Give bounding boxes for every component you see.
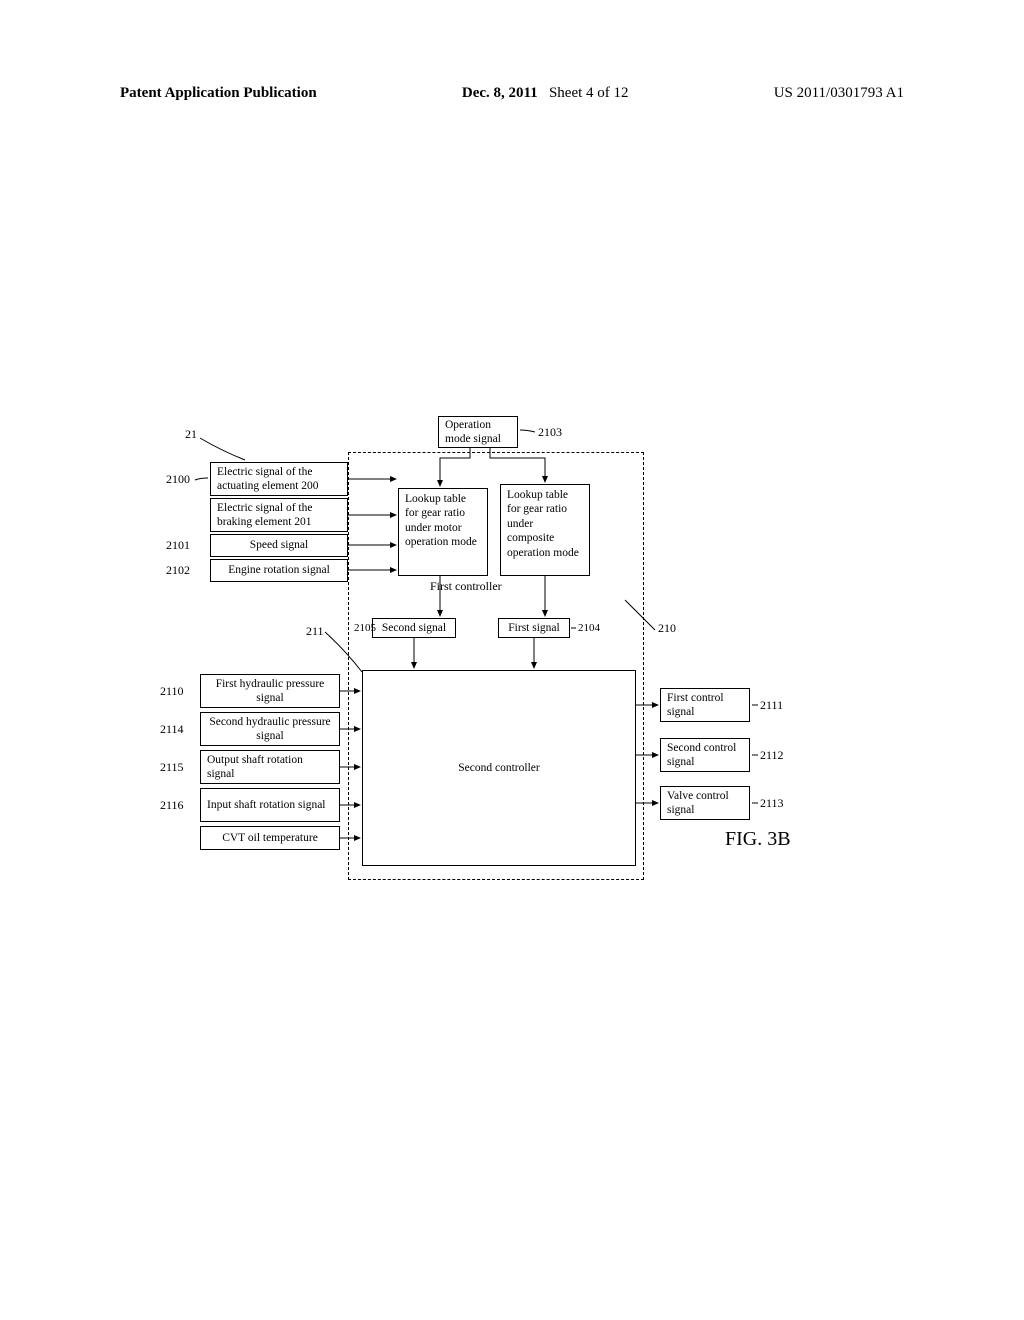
input-cvt-oil-temp: CVT oil temperature bbox=[200, 826, 340, 850]
ref-21: 21 bbox=[185, 428, 197, 440]
input-input-shaft-rotation: Input shaft rotation signal bbox=[200, 788, 340, 822]
block-diagram: Operation mode signal 2103 Electric sign… bbox=[0, 140, 1024, 1140]
ref-2103: 2103 bbox=[538, 426, 562, 438]
second-signal-box: Second signal bbox=[372, 618, 456, 638]
first-controller-label: First controller bbox=[430, 580, 502, 592]
publication-label: Patent Application Publication bbox=[120, 85, 317, 102]
lookup-composite-mode: Lookup table for gear ratio under compos… bbox=[500, 484, 590, 576]
ref-211: 211 bbox=[306, 625, 324, 637]
ref-2115: 2115 bbox=[160, 761, 184, 773]
first-signal-box: First signal bbox=[498, 618, 570, 638]
input-first-hydraulic: First hydraulic pressure signal bbox=[200, 674, 340, 708]
ref-2111: 2111 bbox=[760, 699, 783, 711]
ref-2100: 2100 bbox=[166, 473, 190, 485]
sheet-number: Sheet 4 of 12 bbox=[549, 85, 629, 101]
operation-mode-signal-box: Operation mode signal bbox=[438, 416, 518, 448]
input-engine-rotation-signal: Engine rotation signal bbox=[210, 559, 348, 582]
ref-2116: 2116 bbox=[160, 799, 184, 811]
output-second-control: Second control signal bbox=[660, 738, 750, 772]
lookup-motor-mode: Lookup table for gear ratio under motor … bbox=[398, 488, 488, 576]
ref-2101: 2101 bbox=[166, 539, 190, 551]
second-controller-box: Second controller bbox=[362, 670, 636, 866]
publication-date: Dec. 8, 2011 bbox=[462, 85, 538, 101]
ref-2110: 2110 bbox=[160, 685, 184, 697]
figure-label: FIG. 3B bbox=[725, 828, 791, 851]
ref-2114: 2114 bbox=[160, 723, 184, 735]
input-second-hydraulic: Second hydraulic pressure signal bbox=[200, 712, 340, 746]
page-header: Patent Application Publication Dec. 8, 2… bbox=[0, 85, 1024, 102]
ref-2102: 2102 bbox=[166, 564, 190, 576]
output-first-control: First control signal bbox=[660, 688, 750, 722]
ref-2105: 2105 bbox=[354, 623, 376, 634]
ref-2113: 2113 bbox=[760, 797, 784, 809]
output-valve-control: Valve control signal bbox=[660, 786, 750, 820]
ref-2112: 2112 bbox=[760, 749, 784, 761]
input-braking-signal: Electric signal of the braking element 2… bbox=[210, 498, 348, 532]
input-speed-signal: Speed signal bbox=[210, 534, 348, 557]
input-actuating-signal: Electric signal of the actuating element… bbox=[210, 462, 348, 496]
publication-number: US 2011/0301793 A1 bbox=[774, 85, 904, 102]
ref-210: 210 bbox=[658, 622, 676, 634]
ref-2104: 2104 bbox=[578, 623, 600, 634]
input-output-shaft-rotation: Output shaft rotation signal bbox=[200, 750, 340, 784]
